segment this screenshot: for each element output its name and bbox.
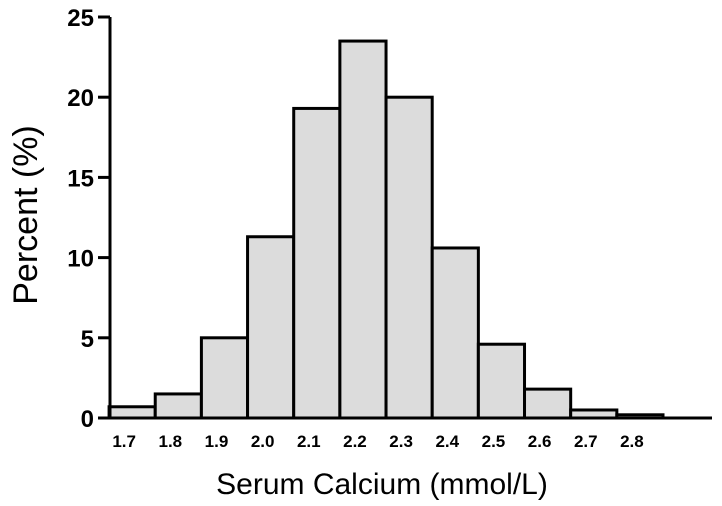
histogram-bar: [199, 336, 250, 420]
histogram-bar: [338, 39, 388, 420]
histogram-bar: [153, 392, 203, 420]
histogram-bar: [384, 95, 434, 420]
histogram-bar: [292, 106, 342, 420]
y-tick-label: 25: [67, 5, 94, 32]
y-tick-label: 15: [67, 165, 94, 192]
y-tick-label: 10: [67, 246, 94, 273]
x-tick-label: 2.8: [620, 432, 644, 451]
y-axis-title: Percent (%): [7, 125, 45, 305]
x-axis-title: Serum Calcium (mmol/L): [216, 468, 548, 501]
x-tick-label: 2.6: [528, 432, 552, 451]
x-tick-label: 2.0: [251, 432, 275, 451]
y-tick-label: 0: [81, 406, 94, 433]
y-tick-label: 20: [67, 85, 94, 112]
x-tick-label: 2.1: [297, 432, 321, 451]
x-tick-label: 1.7: [112, 432, 136, 451]
x-tick-label: 2.3: [389, 432, 413, 451]
x-tick-label: 2.4: [435, 432, 459, 451]
x-tick-label: 2.5: [482, 432, 506, 451]
histogram-bar: [523, 387, 573, 420]
histogram-bar: [476, 342, 527, 420]
histogram-bar: [107, 405, 157, 420]
x-tick-label: 1.8: [158, 432, 182, 451]
x-tick-label: 2.2: [343, 432, 367, 451]
histogram-bar: [246, 235, 296, 420]
x-axis-ticks: 1.7 1.8 1.9 2.0 2.1 2.2 2.3 2.4 2.5 2.6 2.7 2.8: [112, 432, 643, 451]
x-tick-label: 2.7: [574, 432, 598, 451]
bars-group: [107, 39, 665, 420]
histogram-bar: [430, 246, 480, 420]
y-axis-ticks: 0 5 10 15 20 25: [67, 5, 110, 433]
y-tick-label: 5: [81, 326, 94, 353]
x-tick-label: 1.9: [205, 432, 229, 451]
